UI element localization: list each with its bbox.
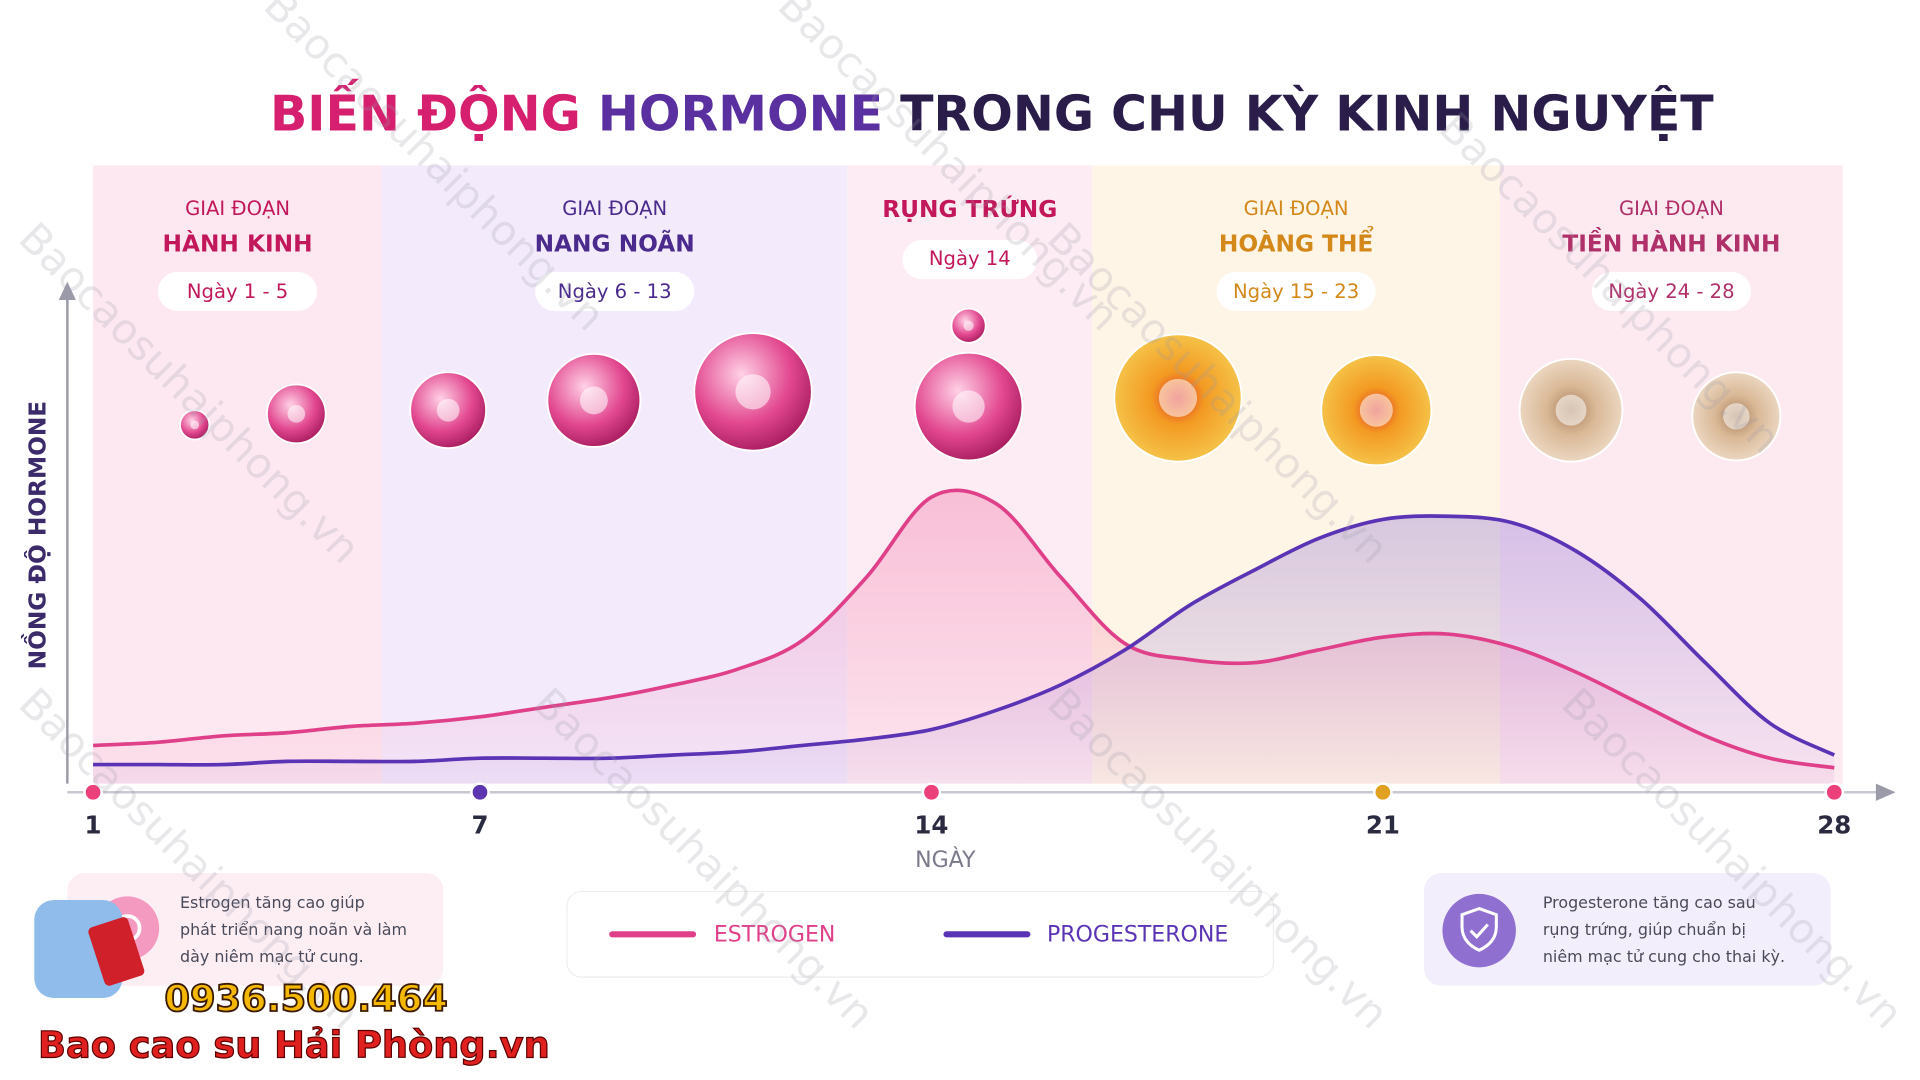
phase-days-pill — [1591, 271, 1752, 312]
series-line — [93, 514, 1836, 767]
note-box — [1424, 873, 1831, 986]
legend-items: ESTROGEN PROGESTERONE — [609, 923, 1228, 948]
note-text: niêm mạc tử cung cho thai kỳ. — [1543, 947, 1785, 966]
phase-days: Ngày 15 - 23 — [1233, 280, 1359, 303]
shield-icon — [1460, 906, 1498, 952]
notes: Estrogen tăng cao giúp phát triển nang no… — [180, 893, 1785, 966]
illustration — [190, 420, 200, 430]
x-tick-dot — [470, 782, 490, 803]
x-tick-dot — [83, 782, 103, 803]
y-axis-arrow — [58, 281, 76, 300]
x-axis-arrow — [1875, 783, 1896, 801]
phase-days: Ngày 24 - 28 — [1608, 280, 1734, 303]
illustration — [952, 390, 985, 423]
note-box — [67, 873, 444, 986]
illustration — [963, 320, 974, 331]
x-tick-dot — [1824, 782, 1845, 803]
shield-icon — [1442, 893, 1516, 968]
x-tick-label: 1 — [85, 811, 102, 840]
illustration — [1555, 394, 1587, 426]
note-text: Estrogen tăng cao giúp — [180, 893, 365, 912]
illustration — [436, 398, 460, 422]
phase-days: Ngày 6 - 13 — [558, 280, 672, 303]
x-tick-label: 21 — [1366, 811, 1400, 840]
phase-days: Ngày 1 - 5 — [187, 280, 288, 303]
phase-days-pill — [535, 271, 695, 312]
title-part: TRONG CHU KỲ KINH NGUYỆT — [900, 83, 1714, 142]
phase-days-pill — [157, 271, 318, 312]
x-tick-label: 28 — [1817, 811, 1851, 840]
illustration — [287, 405, 306, 423]
title-part: BIẾN ĐỘNG — [270, 77, 581, 142]
phase-panel — [93, 165, 383, 784]
illustration — [579, 386, 608, 415]
note-text: phát triển nang noãn và làm — [180, 920, 407, 939]
x-tick-dot — [921, 782, 942, 803]
phase-panels: GIAI ĐOẠN HÀNH KINH Ngày 1 - 5 GIAI ĐOẠN NAN… — [93, 165, 1843, 784]
phase-label-top: GIAI ĐOẠN — [1619, 197, 1724, 220]
shield-icon — [1469, 923, 1489, 939]
illustration — [1158, 378, 1198, 418]
phase-label-top: GIAI ĐOẠN — [562, 197, 667, 220]
phase-days-pill — [902, 240, 1038, 280]
phase-label: NANG NOÃN — [535, 229, 695, 257]
illustration — [1723, 403, 1750, 430]
phase-days-pill — [1216, 271, 1376, 312]
brand-name: Bao cao su Hải Phòng.vn — [38, 1023, 550, 1066]
note-text: dày niêm mạc tử cung. — [180, 947, 364, 966]
plot: 1 7 14 21 28 — [58, 281, 1896, 840]
phase-label: TIỀN HÀNH KINH — [1562, 226, 1780, 257]
note-text: rụng trứng, giúp chuẩn bị — [1543, 920, 1746, 939]
legend — [566, 890, 1275, 978]
mascot — [88, 917, 145, 986]
phase-label: HOÀNG THỂ — [1219, 226, 1374, 257]
legend-label: ESTROGEN — [714, 923, 835, 948]
x-tick-label: 7 — [471, 811, 488, 840]
y-axis-label: NỒNG ĐỘ HORMONE — [21, 401, 52, 670]
x-tick-dot — [1373, 782, 1393, 803]
phase-days: Ngày 14 — [929, 247, 1011, 270]
phase-label-top: GIAI ĐOẠN — [1244, 197, 1349, 220]
x-axis-label: NGÀY — [915, 847, 976, 873]
illustration — [1359, 393, 1393, 427]
title-part: HORMONE — [598, 85, 883, 142]
illustration — [735, 374, 771, 410]
x-tick-label: 14 — [914, 811, 948, 840]
chart-title: BIẾN ĐỘNG HORMONE TRONG CHU KỲ KINH NGUY… — [270, 77, 1714, 142]
phase-label-top: GIAI ĐOẠN — [185, 197, 290, 220]
phase-label: HÀNH KINH — [163, 229, 313, 257]
series-line — [92, 488, 1835, 770]
brand-phone: 0936.500.464 — [164, 977, 447, 1020]
phase-label: RỤNG TRỨNG — [882, 195, 1057, 223]
series-area — [93, 515, 1835, 784]
note-text: Progesterone tăng cao sau — [1543, 893, 1756, 912]
legend-label: PROGESTERONE — [1047, 923, 1228, 948]
